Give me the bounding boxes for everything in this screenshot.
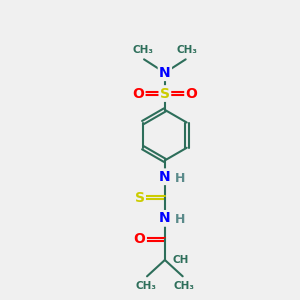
Text: H: H bbox=[175, 172, 186, 185]
Text: N: N bbox=[159, 66, 171, 80]
Text: CH: CH bbox=[172, 255, 189, 265]
Text: H: H bbox=[175, 213, 186, 226]
Text: N: N bbox=[159, 212, 171, 225]
Text: S: S bbox=[135, 190, 145, 205]
Text: CH₃: CH₃ bbox=[135, 281, 156, 291]
Text: N: N bbox=[159, 170, 171, 184]
Text: CH₃: CH₃ bbox=[174, 281, 195, 291]
Text: O: O bbox=[134, 232, 146, 246]
Text: CH₃: CH₃ bbox=[177, 45, 198, 55]
Text: S: S bbox=[160, 86, 170, 100]
Text: O: O bbox=[132, 86, 144, 100]
Text: O: O bbox=[186, 86, 197, 100]
Text: CH₃: CH₃ bbox=[132, 45, 153, 55]
